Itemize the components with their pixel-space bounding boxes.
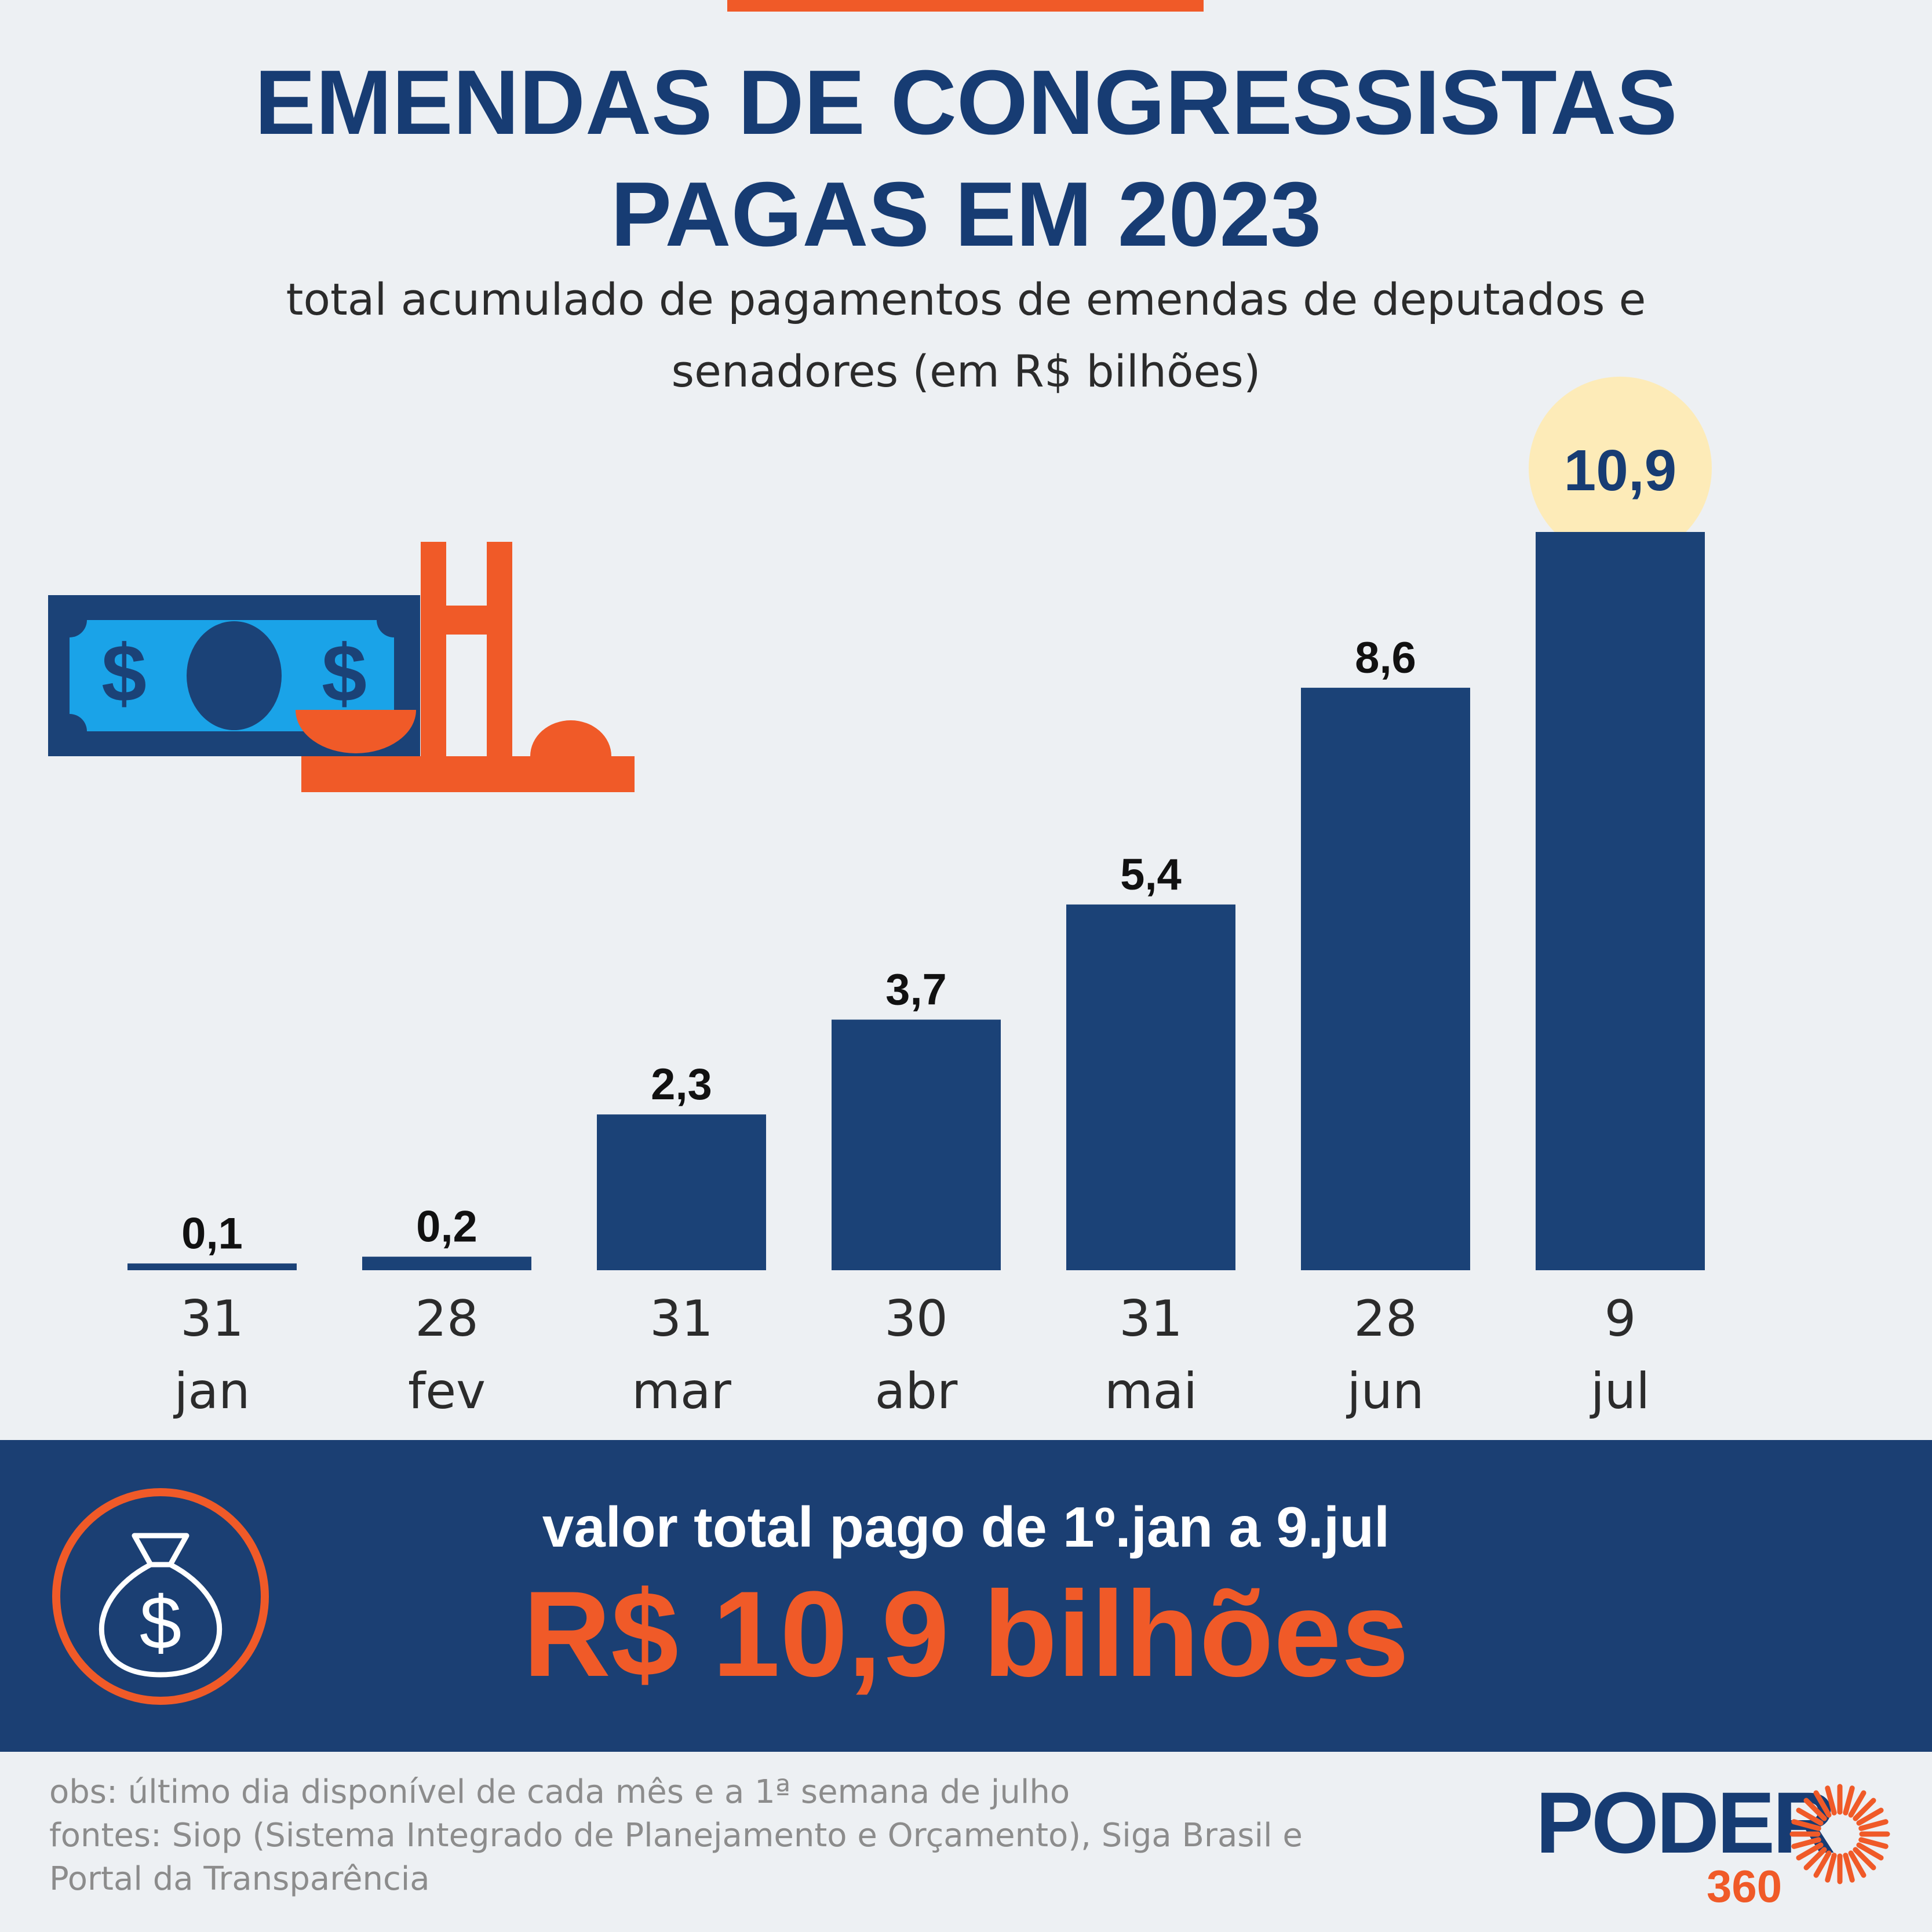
sunburst-ray [1843,1853,1855,1883]
money-congress-icon: $ $ [48,542,635,792]
sunburst-ray [1813,1850,1832,1878]
sunburst-ray [1843,1785,1855,1816]
tick-label-month-jun: jun [1346,1362,1424,1420]
sunburst-ray [1853,1847,1876,1871]
tick-label-day-jun: 28 [1354,1290,1417,1348]
svg-text:$: $ [322,628,367,719]
data-label-jan: 0,1 [181,1209,243,1258]
sunburst-ray [1791,1819,1821,1831]
bar-mai [1066,904,1235,1270]
logo-word: PODER [1536,1774,1835,1871]
bar-jan [127,1263,297,1270]
bar-jun [1301,687,1470,1270]
subtitle-line-1: total acumulado de pagamentos de emendas… [286,274,1646,325]
sunburst-ray [1803,1847,1827,1871]
sunburst-ray [1825,1853,1837,1883]
sunburst-ray [1803,1798,1827,1821]
sunburst-ray [1848,1790,1867,1818]
tick-label-day-abr: 30 [884,1290,947,1348]
bar-fev [362,1256,531,1270]
sunburst-ray [1825,1785,1837,1816]
data-label-mar: 2,3 [651,1060,712,1109]
tick-label-month-mai: mai [1104,1362,1197,1420]
bar-chart: $ $ 0,1 31 jan 0,2 28 fev 2,3 31 mar 3,7 30 abr 5,4 3… [48,377,1712,1420]
data-label-fev: 0,2 [416,1202,477,1252]
sunburst-ray [1813,1790,1832,1818]
data-label-jul: 10,9 [1564,438,1677,503]
highlight-circle [1529,377,1712,560]
tick-label-day-mai: 31 [1119,1290,1182,1348]
svg-text:$: $ [101,628,147,719]
subtitle-line-2: senadores (em R$ bilhões) [671,345,1261,397]
page-title-line-2: PAGAS EM 2023 [610,163,1322,265]
sunburst-ray [1796,1842,1824,1861]
poder360-logo: PODER 360 [1536,1776,1895,1915]
tick-label-day-mar: 31 [650,1290,713,1348]
sunburst-ray [1791,1837,1821,1849]
footnote-obs: obs: último dia disponível de cada mês e… [49,1773,1070,1811]
footnote-sources-1: fontes: Siop (Sistema Integrado de Plane… [49,1817,1303,1854]
money-bag-icon: $ [52,1488,269,1705]
top-accent-bar [727,0,1204,12]
bar-abr [832,1019,1001,1270]
sunburst-ray [1856,1807,1884,1826]
data-label-jun: 8,6 [1355,633,1416,683]
footnote-sources-2: Portal da Transparência [49,1860,430,1898]
tick-label-month-jul: jul [1590,1362,1650,1420]
tick-label-day-fev: 28 [415,1290,478,1348]
tick-label-month-jan: jan [173,1362,250,1420]
sunburst-ray [1858,1837,1889,1849]
tick-label-month-fev: fev [408,1362,486,1420]
data-label-mai: 5,4 [1120,850,1182,899]
sunburst-icon [1789,1784,1890,1884]
svg-text:$: $ [140,1580,181,1665]
bar-mar [597,1114,766,1270]
summary-band [0,1440,1932,1752]
bar-highlight-overlay [1536,532,1705,1270]
sunburst-ray [1796,1807,1824,1826]
page-title-line-1: EMENDAS DE CONGRESSISTAS [254,52,1678,154]
sunburst-ray [1848,1850,1867,1878]
tick-label-month-mar: mar [632,1362,731,1420]
summary-label: valor total pago de 1º.jan a 9.jul [542,1495,1390,1559]
sunburst-ray [1858,1819,1889,1831]
summary-value: R$ 10,9 bilhões [523,1566,1409,1702]
footnotes: obs: último dia disponível de cada mês e… [49,1770,1498,1901]
sunburst-ray [1856,1842,1884,1861]
tick-label-day-jul: 9 [1605,1290,1636,1348]
data-label-abr: 3,7 [885,965,947,1015]
tick-label-day-jan: 31 [180,1290,243,1348]
tick-label-month-abr: abr [875,1362,958,1420]
logo-number: 360 [1707,1861,1782,1912]
sunburst-ray [1853,1798,1876,1821]
